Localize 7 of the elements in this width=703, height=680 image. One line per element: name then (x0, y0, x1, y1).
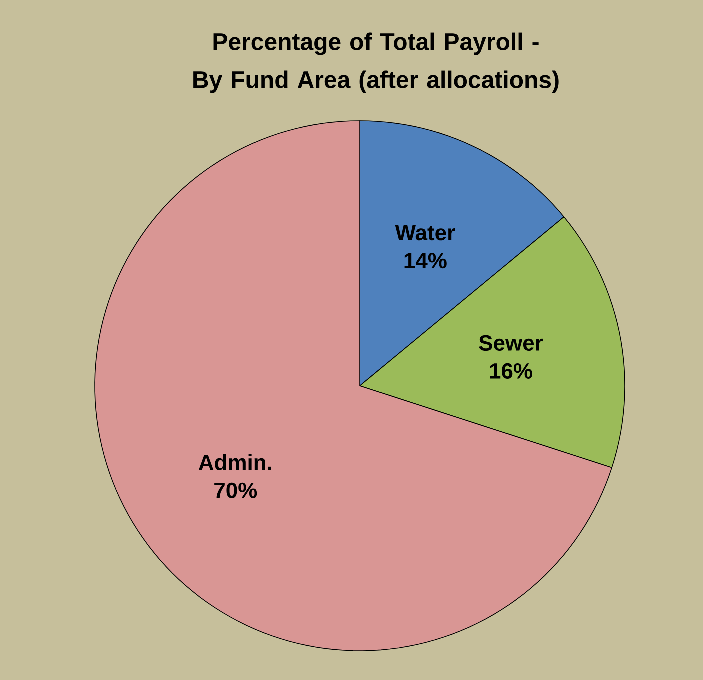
data-label: 70% (214, 482, 258, 498)
slice-label: Admin. (198, 454, 272, 470)
data-label: 14% (404, 253, 447, 269)
chart-title: Percentage of Total Payroll - By Fund Area (after allocations) (194, 32, 559, 94)
slice-label: Water (395, 225, 456, 241)
data-label: 16% (490, 363, 532, 379)
slice-label: Sewer (479, 335, 544, 351)
